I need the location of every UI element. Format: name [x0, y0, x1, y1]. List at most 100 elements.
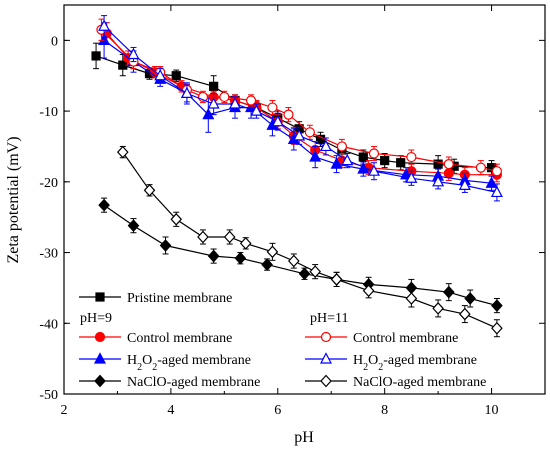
series-line	[103, 39, 492, 184]
plot-frame	[63, 4, 546, 395]
data-point	[127, 219, 140, 233]
data-point	[98, 198, 110, 212]
data-point	[330, 157, 343, 169]
data-point	[443, 159, 454, 170]
data-point	[229, 97, 242, 109]
legend-label-part: O	[142, 353, 152, 368]
data-point	[143, 183, 156, 197]
data-point	[458, 178, 471, 190]
data-point	[154, 68, 167, 81]
series-layer	[91, 15, 503, 338]
data-point	[267, 102, 278, 113]
data-point	[245, 100, 258, 113]
data-point	[223, 230, 236, 244]
legend-marker	[95, 292, 105, 302]
data-point	[234, 251, 247, 265]
data-point	[358, 152, 368, 162]
data-point	[459, 307, 471, 321]
data-point	[288, 254, 300, 268]
data-point	[116, 145, 129, 159]
legend-header-left: pH=9	[80, 311, 112, 326]
data-point	[485, 176, 498, 188]
data-point	[170, 212, 183, 226]
data-point	[341, 153, 354, 166]
legend-label: NaClO-aged membrane	[127, 375, 260, 390]
legend-marker	[320, 331, 332, 343]
data-point	[336, 141, 348, 152]
data-point	[433, 159, 443, 169]
data-point	[490, 185, 503, 198]
series-1	[101, 22, 502, 183]
data-point	[197, 230, 209, 244]
series-0	[91, 42, 497, 176]
series-line	[103, 25, 498, 193]
x-axis-title: pH	[294, 429, 314, 446]
data-point	[406, 151, 417, 163]
data-point	[380, 156, 390, 166]
data-point	[219, 91, 230, 103]
subscript: 2	[363, 362, 368, 373]
data-point	[271, 114, 284, 127]
data-point	[464, 292, 476, 305]
series-line	[100, 29, 498, 172]
data-point	[250, 104, 263, 116]
y-tick-label: -40	[39, 317, 58, 332]
legend-label-part: -aged membrane	[383, 353, 477, 368]
data-point	[475, 162, 486, 173]
data-point	[91, 51, 101, 61]
y-tick-label: 0	[51, 34, 58, 49]
legend-label: Control membrane	[127, 331, 232, 346]
series-5	[98, 15, 503, 202]
series-line	[106, 32, 497, 176]
subscript: 2	[137, 362, 142, 373]
data-point	[362, 284, 375, 298]
data-point	[180, 86, 193, 99]
data-point	[330, 273, 343, 286]
y-axis-title: Zeta potential (mV)	[5, 136, 22, 263]
x-tick-label: 2	[61, 403, 68, 418]
data-point	[207, 249, 220, 263]
legend-label-part: O	[368, 353, 378, 368]
data-point	[127, 47, 140, 60]
data-point	[309, 265, 321, 279]
data-point	[432, 302, 444, 315]
x-tick-label: 8	[381, 403, 388, 418]
data-point	[159, 239, 172, 252]
data-point	[304, 127, 315, 138]
series-4	[96, 18, 502, 179]
data-point	[405, 292, 418, 305]
data-point	[368, 148, 380, 159]
legend-label-part: -aged membrane	[157, 353, 251, 368]
legend: Pristine membrane pH=9 pH=11 Control membra…	[79, 291, 486, 390]
y-tick-label: -20	[39, 176, 58, 191]
data-point	[432, 175, 445, 187]
legend-marker	[320, 352, 332, 364]
legend-label: H2O2-aged membrane	[353, 353, 477, 373]
data-point	[283, 109, 294, 120]
y-tick-label: -50	[39, 388, 58, 403]
data-point	[266, 245, 279, 259]
y-tick-label: -30	[39, 247, 58, 262]
data-point	[309, 150, 322, 162]
data-point	[209, 81, 219, 91]
data-point	[298, 267, 311, 281]
subscript: 2	[152, 362, 157, 373]
data-point	[491, 299, 503, 312]
legend-marker	[94, 374, 106, 388]
x-tick-label: 6	[274, 403, 281, 418]
data-point	[367, 164, 380, 176]
legend-marker	[320, 374, 332, 388]
data-point	[207, 97, 220, 109]
data-point	[491, 166, 502, 177]
legend-label: H2O2-aged membrane	[127, 353, 251, 373]
data-point	[98, 19, 111, 31]
legend-label: NaClO-aged membrane	[353, 375, 486, 390]
axes: 2 4 6 8 10 0 -10 -20 -30 -40 -50	[39, 5, 545, 418]
data-point	[396, 158, 406, 168]
y-tick-label: -10	[39, 105, 58, 120]
data-point	[293, 129, 306, 141]
subscript: 2	[378, 362, 383, 373]
x-tick-label: 10	[485, 403, 499, 418]
data-point	[442, 285, 455, 299]
